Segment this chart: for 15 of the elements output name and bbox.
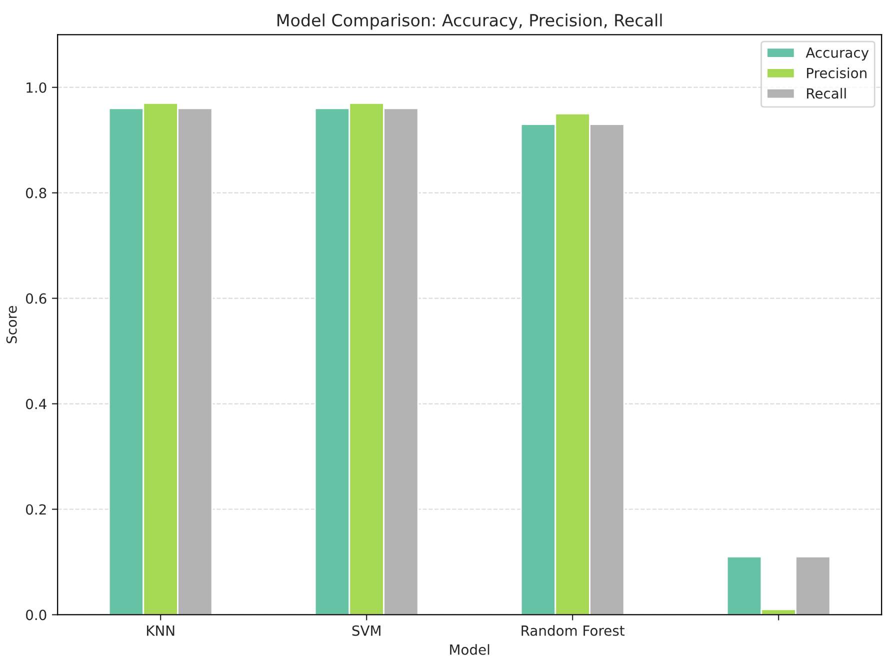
legend-label: Accuracy [806,48,869,61]
y-tick-label: 0.0 [26,610,46,620]
x-tick-label: SVM [352,625,380,636]
y-tick-label: 0.2 [26,504,46,515]
y-tick-label: 1.0 [26,82,46,93]
x-tick-label: Random Forest [522,625,625,636]
y-axis-title: Score [6,306,17,344]
x-axis-title: Model [450,644,490,655]
y-tick-label: 0.8 [26,188,46,198]
chart-title: Model Comparison: Accuracy, Precision, Recall [278,14,662,30]
legend-label: Recall [807,88,846,99]
legend-label: Precision [807,68,866,78]
x-tick-label: KNN [147,626,174,636]
y-tick-label: 0.4 [26,398,46,410]
y-tick-label: 0.6 [26,293,46,304]
